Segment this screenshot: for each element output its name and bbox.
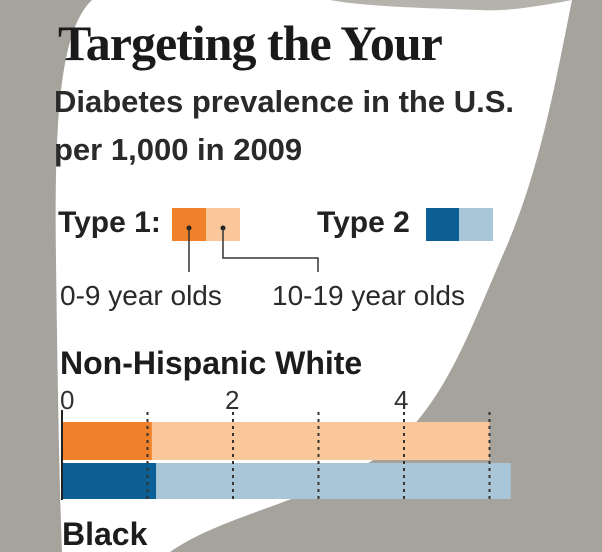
group-label-non-hispanic-white: Non-Hispanic White — [60, 345, 363, 381]
legend-leader-old — [222, 228, 319, 272]
x-tick-label-2: 2 — [225, 385, 240, 415]
backdrop-shape-left — [0, 0, 92, 552]
x-tick-label-4: 4 — [394, 385, 409, 415]
legend-type2-label: Type 2 — [317, 206, 410, 239]
backdrop-shape-top — [92, 0, 572, 11]
legend-age-young: 0-9 year olds — [60, 280, 222, 311]
bar-type2-0-9 — [62, 463, 157, 499]
legend-type1-label: Type 1: — [58, 206, 161, 239]
legend-age-old: 10-19 year olds — [272, 280, 466, 311]
bar-type1-0-9 — [62, 422, 152, 460]
legend-swatch-type2-old — [459, 208, 493, 241]
x-tick-label-0: 0 — [60, 385, 75, 415]
chart-title: Targeting the Your — [58, 15, 443, 71]
backdrop-shape-right — [170, 0, 602, 552]
legend-swatch-type2-young — [426, 208, 459, 241]
chart-subtitle-line-1: Diabetes prevalence in the U.S. — [54, 84, 515, 119]
chart-subtitle-line-2: per 1,000 in 2009 — [54, 132, 303, 167]
group-label-black: Black — [62, 516, 148, 552]
